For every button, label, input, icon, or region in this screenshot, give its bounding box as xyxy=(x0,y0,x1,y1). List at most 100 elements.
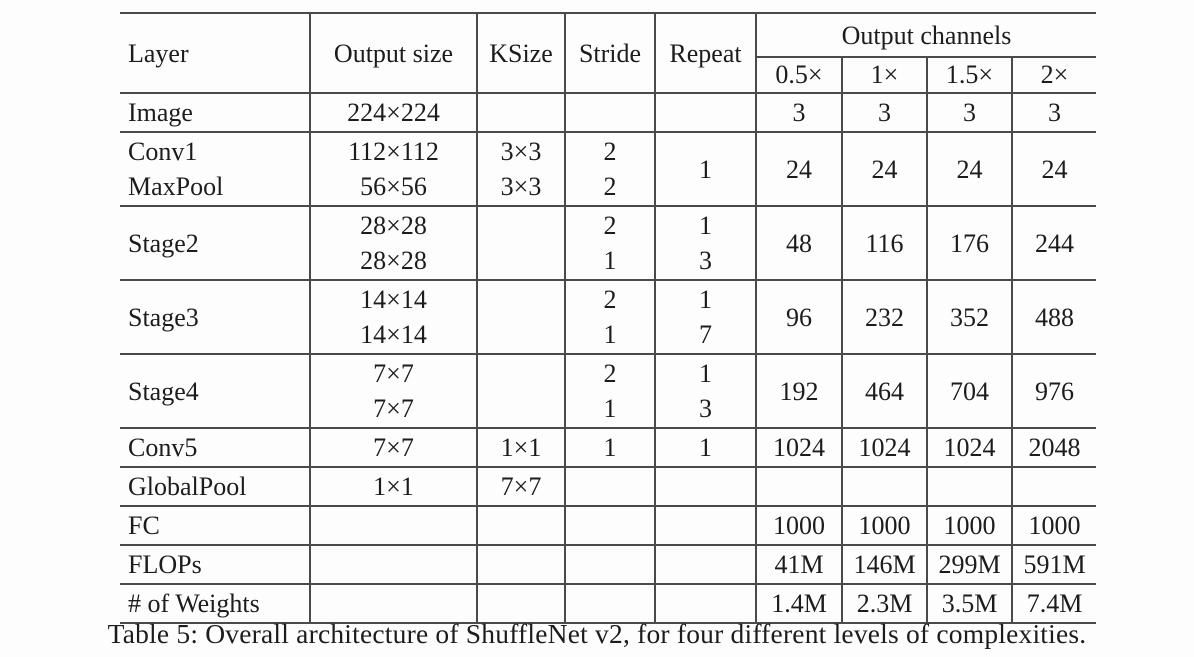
cell-repeat xyxy=(654,583,757,624)
cell-layer: GlobalPool xyxy=(120,466,311,507)
cell-layer: Conv5 xyxy=(120,427,311,468)
cell-ch-15x: 1000 xyxy=(926,505,1013,546)
table-row: Conv5 7×7 1×1 1 1 1024 1024 1024 2048 xyxy=(120,427,1096,468)
cell-ksize xyxy=(476,205,566,281)
cell-ksize xyxy=(476,544,566,585)
cell-layer: FLOPs xyxy=(120,544,311,585)
table-row: Stage3 14×14 14×14 2 1 1 7 96 232 352 488 xyxy=(120,279,1096,355)
cell-repeat xyxy=(654,544,757,585)
cell-ch-05x: 1000 xyxy=(755,505,843,546)
cell-repeat: 1 xyxy=(654,427,757,468)
cell-ch-2x: 3 xyxy=(1011,92,1096,133)
col-header-stride: Stride xyxy=(564,12,656,94)
col-header-ch-05x: 0.5× xyxy=(756,56,843,94)
cell-stride xyxy=(564,544,656,585)
cell-ch-1x: 2.3M xyxy=(841,583,928,624)
table-caption: Table 5: Overall architecture of Shuffle… xyxy=(107,618,1087,649)
col-header-output-size: Output size xyxy=(309,12,478,94)
table-row: Image 224×224 3 3 3 3 xyxy=(120,92,1096,133)
cell-ch-1x xyxy=(841,466,928,507)
table-row: Conv1 MaxPool 112×112 56×56 3×3 3×3 2 2 1 24 24 24 2… xyxy=(120,131,1096,207)
cell-stride xyxy=(564,505,656,546)
table-row: FLOPs 41M 146M 299M 591M xyxy=(120,544,1096,585)
cell-ch-2x: 488 xyxy=(1011,279,1096,355)
table-row: # of Weights 1.4M 2.3M 3.5M 7.4M xyxy=(120,583,1096,624)
col-header-ch-1x: 1× xyxy=(841,56,928,94)
cell-layer: Stage4 xyxy=(120,353,311,429)
cell-ch-2x: 591M xyxy=(1011,544,1096,585)
cell-ksize: 1×1 xyxy=(476,427,566,468)
cell-ch-05x: 1024 xyxy=(755,427,843,468)
header-row-channels: 0.5× 1× 1.5× 2× xyxy=(120,56,1096,94)
cell-ch-1x: 24 xyxy=(841,131,928,207)
cell-ch-1x: 232 xyxy=(841,279,928,355)
cell-ksize xyxy=(476,353,566,429)
cell-ksize xyxy=(476,92,566,133)
cell-ch-1x: 3 xyxy=(841,92,928,133)
cell-ksize xyxy=(476,279,566,355)
cell-ch-1x: 1000 xyxy=(841,505,928,546)
cell-layer: FC xyxy=(120,505,311,546)
cell-ch-05x: 48 xyxy=(755,205,843,281)
cell-repeat xyxy=(654,505,757,546)
cell-ch-1x: 1024 xyxy=(841,427,928,468)
cell-output-size: 28×28 28×28 xyxy=(309,205,478,281)
col-header-ksize: KSize xyxy=(476,12,566,94)
cell-output-size: 224×224 xyxy=(309,92,478,133)
cell-layer: Image xyxy=(120,92,311,133)
cell-ch-15x: 3 xyxy=(926,92,1013,133)
cell-ch-2x: 2048 xyxy=(1011,427,1096,468)
cell-output-size: 1×1 xyxy=(309,466,478,507)
cell-ch-05x: 1.4M xyxy=(755,583,843,624)
cell-ch-15x: 299M xyxy=(926,544,1013,585)
cell-ksize xyxy=(476,505,566,546)
cell-ch-2x xyxy=(1011,466,1096,507)
col-header-ch-15x: 1.5× xyxy=(926,56,1013,94)
cell-ch-15x: 176 xyxy=(926,205,1013,281)
cell-ksize: 3×3 3×3 xyxy=(476,131,566,207)
cell-ch-15x xyxy=(926,466,1013,507)
cell-repeat: 1 xyxy=(654,131,757,207)
cell-ch-2x: 7.4M xyxy=(1011,583,1096,624)
table-row: GlobalPool 1×1 7×7 xyxy=(120,466,1096,507)
cell-layer: Stage3 xyxy=(120,279,311,355)
cell-output-size: 14×14 14×14 xyxy=(309,279,478,355)
cell-ch-05x: 192 xyxy=(755,353,843,429)
col-header-ch-2x: 2× xyxy=(1011,56,1096,94)
cell-stride xyxy=(564,583,656,624)
cell-ch-1x: 146M xyxy=(841,544,928,585)
cell-ch-15x: 704 xyxy=(926,353,1013,429)
cell-ch-05x: 41M xyxy=(755,544,843,585)
architecture-table: Layer Output size KSize Stride Repeat Ou… xyxy=(120,12,1096,624)
cell-ch-05x: 24 xyxy=(755,131,843,207)
cell-output-size xyxy=(309,544,478,585)
cell-ksize xyxy=(476,583,566,624)
col-header-layer: Layer xyxy=(120,12,311,94)
cell-ch-2x: 24 xyxy=(1011,131,1096,207)
cell-repeat xyxy=(654,92,757,133)
cell-output-size xyxy=(309,505,478,546)
table-row: Stage2 28×28 28×28 2 1 1 3 48 116 176 244 xyxy=(120,205,1096,281)
cell-layer: # of Weights xyxy=(120,583,311,624)
header-row-main: Layer Output size KSize Stride Repeat Ou… xyxy=(120,12,1096,94)
cell-output-size: 7×7 xyxy=(309,427,478,468)
col-header-output-channels: Output channels xyxy=(755,12,1096,58)
cell-ch-1x: 464 xyxy=(841,353,928,429)
col-header-repeat: Repeat xyxy=(654,12,757,94)
table-row: FC 1000 1000 1000 1000 xyxy=(120,505,1096,546)
cell-ch-1x: 116 xyxy=(841,205,928,281)
cell-output-size: 112×112 56×56 xyxy=(309,131,478,207)
cell-stride xyxy=(564,466,656,507)
cell-ch-15x: 1024 xyxy=(926,427,1013,468)
cell-ch-05x: 96 xyxy=(755,279,843,355)
cell-stride xyxy=(564,92,656,133)
cell-ch-15x: 24 xyxy=(926,131,1013,207)
cell-ch-15x: 352 xyxy=(926,279,1013,355)
cell-layer: Conv1 MaxPool xyxy=(120,131,311,207)
